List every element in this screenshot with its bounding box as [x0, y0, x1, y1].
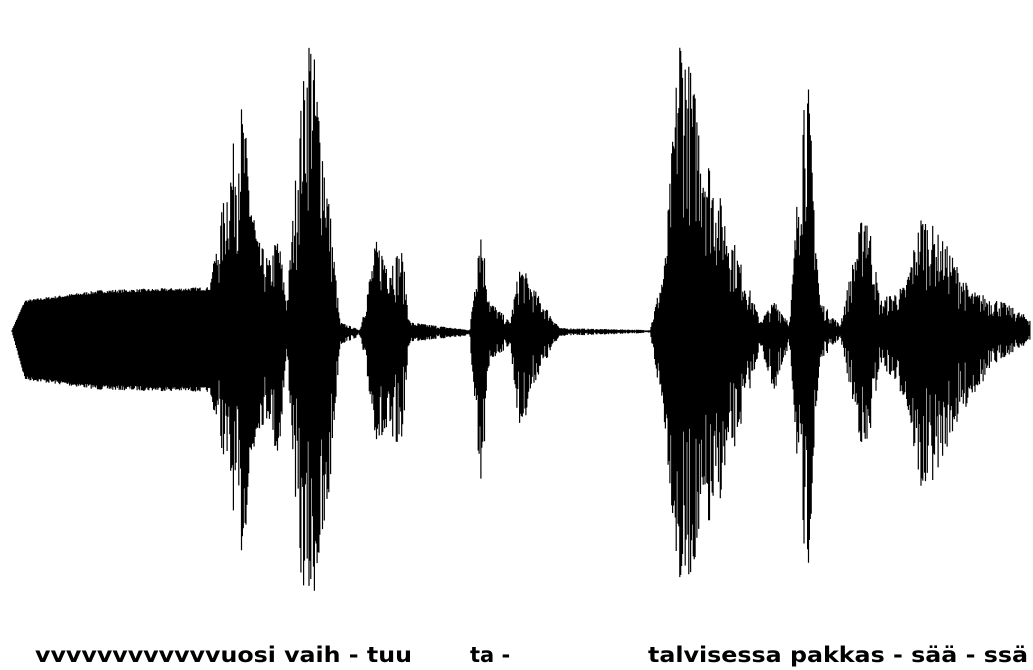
caption: vvvvvvvvvvvvuosi vaih - tuu [35, 643, 412, 667]
waveform [11, 47, 1031, 591]
caption: ta - [470, 643, 510, 667]
caption: talvisessa pakkas - sää - ssä [648, 643, 1028, 667]
